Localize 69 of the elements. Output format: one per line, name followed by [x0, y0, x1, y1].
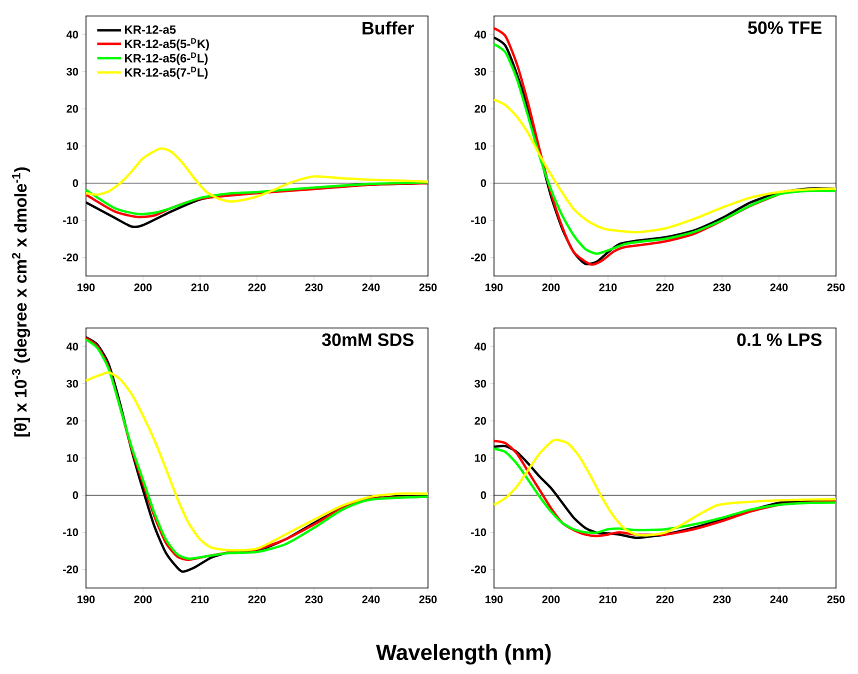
y-tick-label: -10	[471, 216, 486, 224]
legend-label: KR-12-a5	[125, 25, 176, 34]
x-tick-label: 210	[191, 284, 209, 292]
y-tick-label: -10	[63, 216, 78, 224]
legend-label: KR-12-a5(7-$^{D}$L)	[125, 66, 208, 80]
x-tick-label: 230	[713, 284, 731, 292]
x-tick-label: 190	[486, 596, 503, 604]
x-tick-label: 230	[305, 596, 323, 604]
x-tick-label: 220	[248, 284, 266, 292]
line-series	[492, 98, 838, 234]
x-tick-label: 250	[827, 596, 845, 604]
legend-label: KR-12-a5(5-$^{D}$K)	[125, 38, 209, 51]
x-tick-label: 190	[486, 284, 503, 292]
x-tick-label: 240	[770, 284, 788, 292]
y-axis-title: [θ] x 10$^{-3}$ (degree x cm$^{2}$ x dmole$^{-1}$)	[12, 167, 30, 436]
x-tick-label: 210	[599, 596, 617, 604]
x-tick-label: 210	[599, 284, 617, 292]
chart-title: 30mM SDS	[322, 333, 414, 346]
y-tick-label: -20	[63, 254, 78, 262]
x-tick-label: 250	[419, 596, 437, 604]
x-tick-label: 240	[362, 284, 380, 292]
x-tick-label: 190	[78, 284, 95, 292]
y-tick-label: -10	[63, 528, 78, 536]
chart-title: Buffer	[362, 21, 414, 35]
x-tick-label: 230	[713, 596, 731, 604]
y-tick-label: -20	[63, 566, 78, 574]
x-tick-label: 220	[248, 596, 266, 604]
y-tick-label: 40	[474, 30, 486, 38]
x-tick-label: 240	[770, 596, 788, 604]
legend-label: KR-12-a5(6-$^{D}$L)	[125, 52, 208, 65]
x-tick-label: 220	[656, 596, 674, 604]
y-tick-label: 0	[480, 179, 486, 188]
y-tick-label: 30	[66, 380, 78, 388]
y-tick-label: -10	[471, 528, 486, 536]
chart-title: 50% TFE	[748, 21, 822, 34]
y-tick-label: 0	[480, 491, 486, 500]
y-tick-label: 30	[66, 68, 78, 76]
y-tick-label: 20	[474, 416, 486, 425]
y-tick-label: -20	[471, 566, 486, 574]
y-tick-label: 30	[474, 380, 486, 388]
x-tick-label: 220	[656, 284, 674, 292]
y-tick-label: 40	[474, 342, 486, 350]
x-tick-label: 200	[134, 284, 152, 292]
chart-title: 0.1 % LPS	[737, 333, 822, 346]
y-tick-label: 10	[66, 142, 78, 150]
y-tick-label: 30	[474, 68, 486, 76]
x-tick-label: 200	[134, 596, 152, 604]
x-tick-label: 250	[827, 284, 845, 292]
line-series	[84, 371, 430, 552]
x-tick-label: 200	[542, 596, 560, 604]
y-tick-label: 20	[66, 104, 78, 113]
x-tick-label: 240	[362, 596, 380, 604]
y-tick-label: 20	[474, 104, 486, 113]
y-tick-label: 10	[474, 454, 486, 462]
x-tick-label: 210	[191, 596, 209, 604]
x-axis-title: Wavelength (nm)	[376, 644, 551, 665]
y-tick-label: -20	[471, 254, 486, 262]
y-tick-label: 40	[66, 342, 78, 350]
x-tick-label: 230	[305, 284, 323, 292]
y-tick-label: 40	[66, 30, 78, 38]
x-tick-label: 250	[419, 284, 437, 292]
y-tick-label: 0	[72, 491, 78, 500]
x-tick-label: 200	[542, 284, 560, 292]
y-tick-label: 20	[66, 416, 78, 425]
x-tick-label: 190	[78, 596, 95, 604]
line-series	[84, 147, 430, 203]
y-tick-label: 0	[72, 179, 78, 188]
y-tick-label: 10	[474, 142, 486, 150]
y-tick-label: 10	[66, 454, 78, 462]
